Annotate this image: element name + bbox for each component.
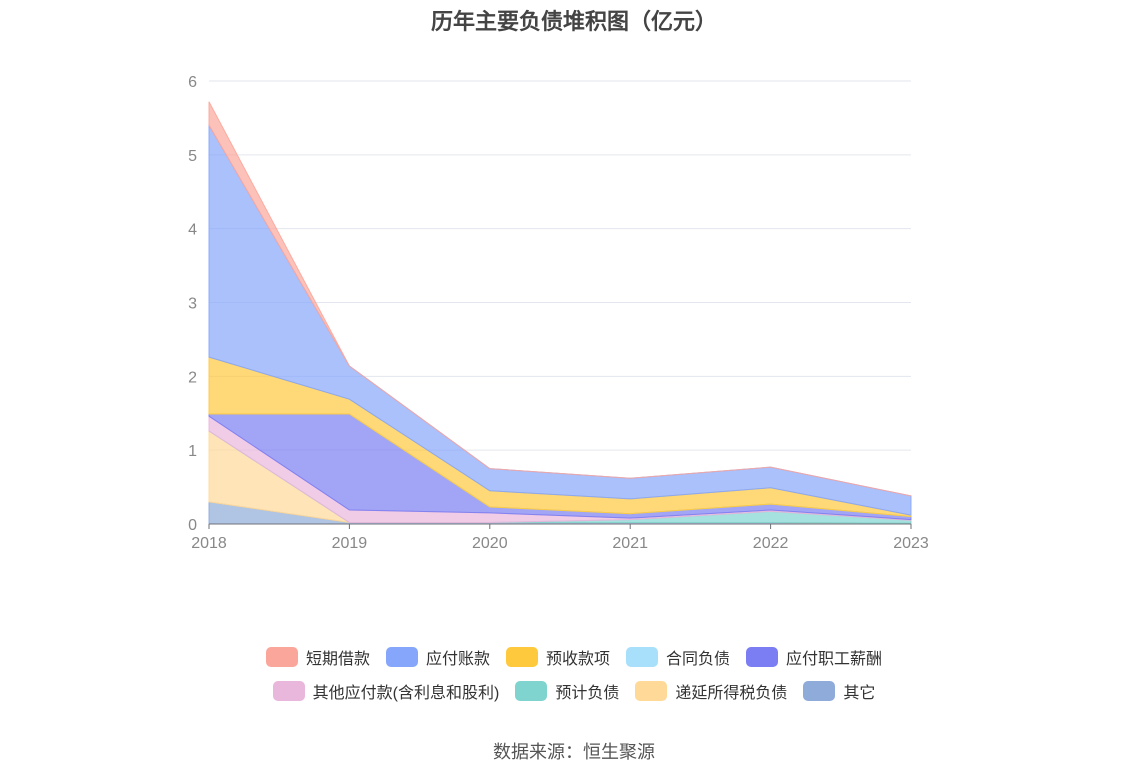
legend-swatch bbox=[505, 647, 538, 667]
legend-label: 应付账款 bbox=[425, 651, 490, 668]
legend-swatch bbox=[626, 647, 658, 667]
legend-label: 预收款项 bbox=[545, 651, 610, 668]
legend-swatch bbox=[746, 647, 779, 667]
legend-item[interactable]: 应付账款 bbox=[385, 645, 490, 669]
y-tick-label: 3 bbox=[188, 296, 197, 313]
y-tick-label: 0 bbox=[188, 517, 197, 534]
legend-swatch bbox=[803, 681, 836, 701]
x-tick-label: 2018 bbox=[191, 535, 227, 552]
area-series-group bbox=[208, 101, 912, 525]
legend-row: 其他应付款(含利息和股利) 预计负债 递延所得税负债 其它 bbox=[0, 674, 1148, 708]
legend: 短期借款 应付账款 预收款项 合同负债 应付职工薪酬 其他应付款(含利息和股利) 预计负债… bbox=[0, 640, 1148, 708]
legend-item[interactable]: 短期借款 bbox=[265, 645, 370, 669]
legend-row: 短期借款 应付账款 预收款项 合同负债 应付职工薪酬 bbox=[0, 640, 1148, 674]
legend-label: 其它 bbox=[843, 685, 876, 702]
chart-title: 历年主要负债堆积图（亿元） bbox=[430, 9, 717, 34]
legend-item[interactable]: 预计负债 bbox=[515, 679, 619, 703]
axes: 0 1 2 3 4 5 6 2018 2019 2020 2021 2022 2023 bbox=[188, 74, 929, 552]
stacked-area-chart: 0 1 2 3 4 5 6 2018 2019 2020 2021 2022 2023 bbox=[188, 74, 929, 552]
x-tick-label: 2021 bbox=[612, 535, 648, 552]
legend-label: 预计负债 bbox=[555, 685, 620, 702]
legend-item[interactable]: 预收款项 bbox=[505, 645, 610, 669]
x-tick-label: 2020 bbox=[472, 535, 508, 552]
legend-item[interactable]: 其它 bbox=[803, 679, 875, 703]
legend-swatch bbox=[515, 681, 548, 701]
data-source: 数据来源：恒生聚源 bbox=[493, 742, 655, 762]
legend-label: 合同负债 bbox=[666, 651, 731, 668]
y-tick-label: 1 bbox=[188, 443, 197, 460]
area-series bbox=[208, 101, 912, 497]
legend-label: 短期借款 bbox=[305, 651, 370, 668]
legend-item[interactable]: 其他应付款(含利息和股利) bbox=[272, 679, 500, 703]
y-tick-label: 5 bbox=[188, 148, 197, 165]
legend-label: 其他应付款(含利息和股利) bbox=[312, 685, 500, 702]
legend-label: 递延所得税负债 bbox=[675, 685, 788, 702]
x-tick-label: 2022 bbox=[753, 535, 789, 552]
legend-item[interactable]: 递延所得税负债 bbox=[635, 679, 787, 703]
legend-label: 应付职工薪酬 bbox=[786, 651, 883, 668]
legend-item[interactable]: 合同负债 bbox=[626, 645, 730, 669]
legend-swatch bbox=[385, 647, 418, 667]
x-tick-label: 2023 bbox=[893, 535, 929, 552]
legend-swatch bbox=[265, 647, 298, 667]
legend-swatch bbox=[635, 681, 668, 701]
y-tick-label: 2 bbox=[188, 369, 197, 386]
y-tick-label: 4 bbox=[188, 222, 197, 239]
x-tick-label: 2019 bbox=[332, 535, 368, 552]
legend-item[interactable]: 应付职工薪酬 bbox=[746, 645, 882, 669]
y-tick-label: 6 bbox=[188, 74, 197, 91]
legend-swatch bbox=[272, 681, 305, 701]
